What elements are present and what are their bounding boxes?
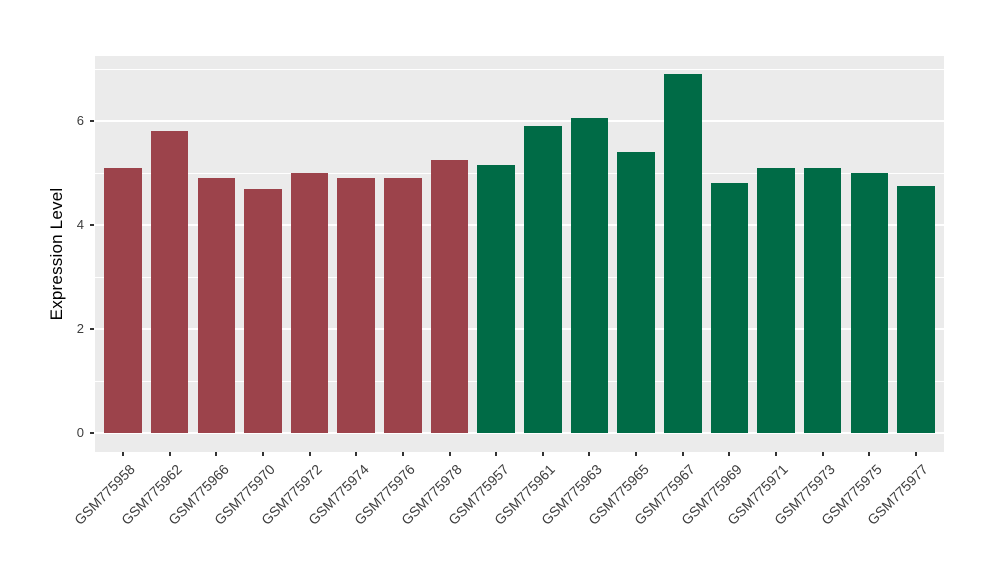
x-tick-mark [681,452,684,456]
bar [104,167,142,433]
bar [570,118,609,433]
major-gridline [95,432,944,434]
minor-gridline [95,277,944,278]
bar [290,173,329,433]
x-tick-mark [121,452,124,456]
bar [244,188,282,433]
bar [150,131,189,433]
bar [197,178,236,433]
y-tick-mark [90,120,94,122]
y-tick-mark [90,328,94,330]
bar [897,186,935,433]
x-tick-mark [588,452,591,456]
x-tick-mark [915,452,917,456]
y-tick-label: 4 [76,217,84,232]
bar [384,178,422,433]
x-tick-mark [775,452,778,456]
minor-gridline [95,173,944,174]
x-tick-mark [821,452,824,456]
bar [477,165,515,433]
bar [664,74,702,433]
x-tick-mark [168,452,171,456]
x-tick-mark [868,452,871,456]
plot-panel [95,56,944,452]
bar [430,160,469,433]
bar [617,152,655,433]
major-gridline [95,120,944,122]
y-tick-label: 0 [76,425,84,440]
y-tick-mark [90,432,94,434]
bar [524,126,562,433]
bar [710,183,749,433]
y-tick-mark [90,224,94,226]
x-tick-mark [448,452,451,456]
minor-gridline [95,381,944,382]
y-axis-title: Expression Level [47,187,66,321]
x-tick-mark [541,452,544,456]
y-tick-label: 2 [76,321,84,336]
bar [803,167,842,433]
major-gridline [95,224,944,226]
x-tick-mark [308,452,311,456]
minor-gridline [95,69,944,70]
major-gridline [95,328,944,330]
x-tick-mark [355,452,358,456]
x-tick-mark [728,452,731,456]
bar [850,173,889,433]
x-tick-mark [635,452,638,456]
x-tick-mark [215,452,218,456]
x-tick-mark [261,452,264,456]
bar [757,167,795,433]
y-tick-label: 6 [76,113,84,128]
x-tick-mark [495,452,498,456]
x-tick-mark [401,452,404,456]
bar [337,178,375,433]
